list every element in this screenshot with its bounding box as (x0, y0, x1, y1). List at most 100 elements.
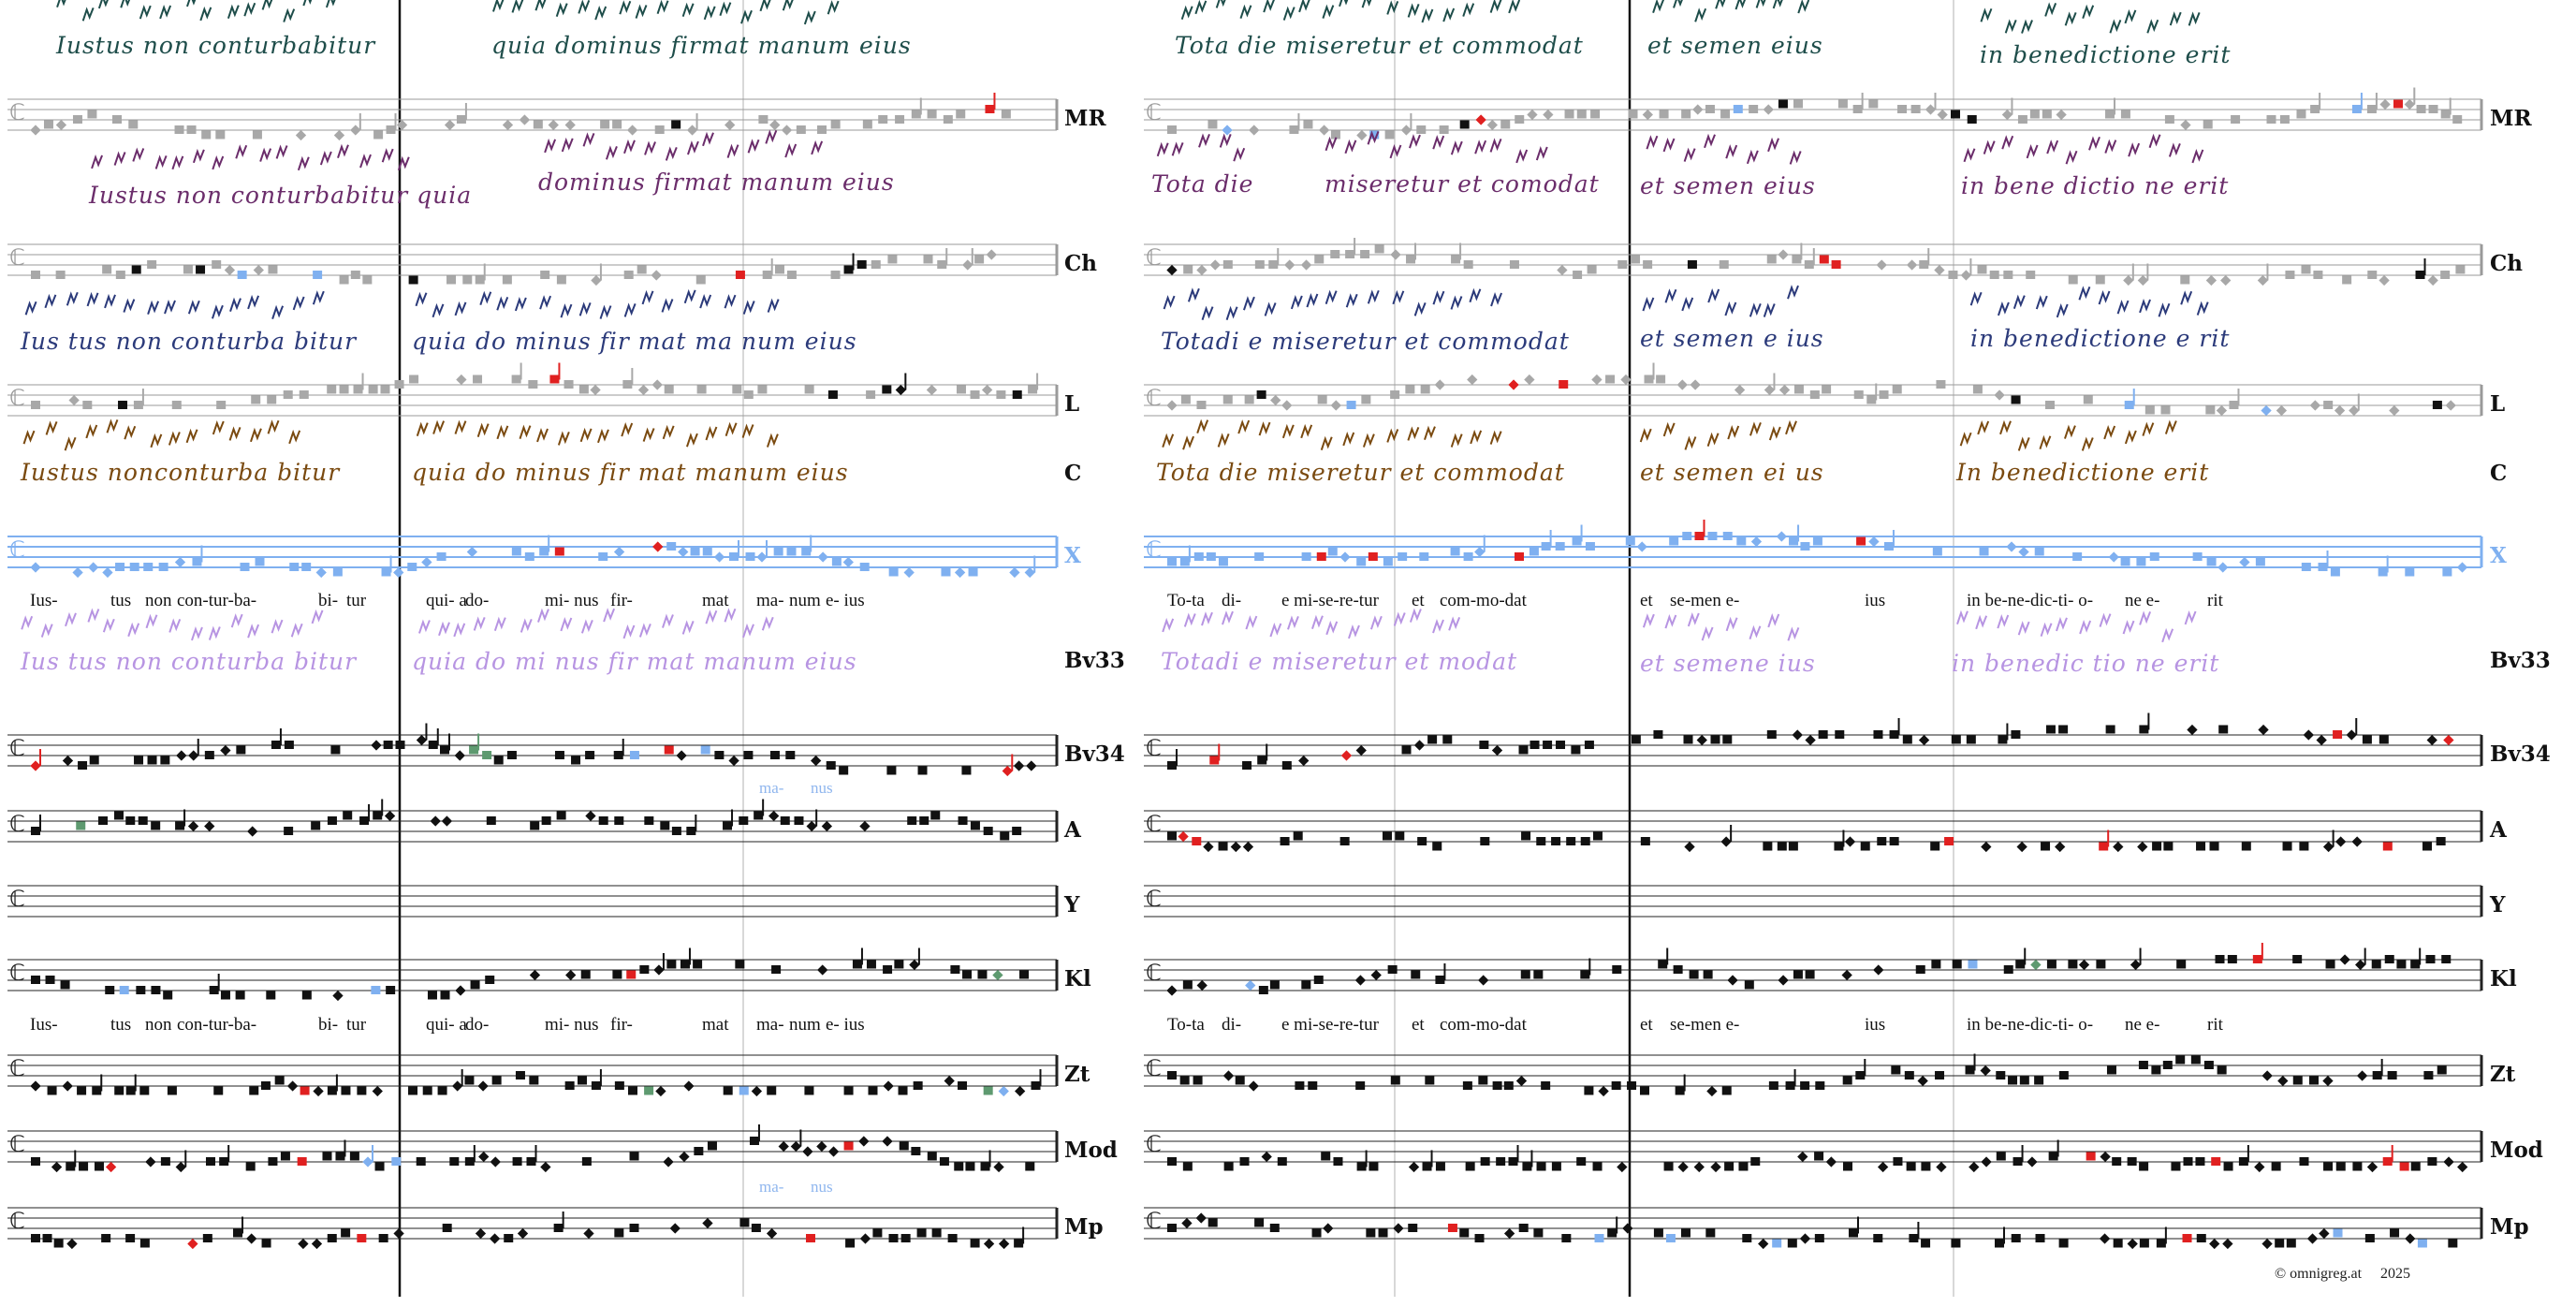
neume-punctum (2367, 271, 2378, 279)
adiastematic-neume (1225, 305, 1238, 321)
neume-punctum (868, 1086, 878, 1095)
neume-diamond (2100, 1151, 2111, 1163)
neume-diamond (88, 562, 99, 573)
neume-punctum (1681, 110, 1691, 119)
neume-punctum (2437, 1065, 2447, 1075)
neume-punctum (2390, 1228, 2400, 1238)
neume-punctum (1804, 260, 1814, 269)
neume-diamond (637, 384, 650, 396)
adiastematic-neume (699, 294, 712, 309)
adiastematic-neume (2124, 8, 2137, 24)
neume-diamond (1934, 264, 1945, 276)
neume-punctum (1395, 831, 1405, 841)
neume-diamond (2405, 1233, 2416, 1244)
neume-diamond (821, 820, 833, 832)
neume-diamond (313, 1085, 324, 1097)
adiastematic-neume (599, 304, 612, 319)
neume-punctum (739, 1218, 750, 1227)
neume-punctum (2405, 567, 2415, 577)
neume-punctum (866, 390, 876, 399)
neume-punctum (1585, 542, 1595, 551)
neume-punctum (900, 1234, 911, 1242)
adiastematic-neume (1997, 301, 2010, 316)
neume-punctum (1909, 1234, 1919, 1242)
neume-punctum (2113, 1239, 2123, 1248)
neume-punctum (1639, 1086, 1649, 1095)
adiastematic-neume (127, 622, 140, 638)
lyric-syllable: do- (465, 1015, 490, 1035)
neume-punctum (1921, 1239, 1931, 1248)
neume-punctum (511, 374, 521, 384)
neume-diamond (944, 1075, 955, 1087)
neume-punctum (961, 766, 972, 775)
neume-diamond (350, 125, 361, 136)
neume-diamond (983, 1238, 995, 1250)
lyric-syllable: ma- (756, 1015, 784, 1035)
neume-diamond (105, 1161, 117, 1173)
neume-punctum (751, 1224, 761, 1232)
clef-icon: ℂ (1146, 536, 1162, 563)
neume-punctum (1607, 1228, 1617, 1238)
adiastematic-neume (1450, 295, 1463, 310)
lyric-syllable: To-ta (1167, 591, 1205, 610)
neume-punctum (2003, 965, 2013, 974)
adiastematic-neume (1393, 611, 1406, 626)
neume-punctum (1736, 536, 1747, 546)
neume-punctum (1733, 105, 1743, 113)
adiastematic-neume (139, 5, 152, 20)
neume-diamond (1690, 379, 1701, 390)
adiastematic-neume (212, 419, 225, 435)
neume-punctum (1710, 735, 1720, 744)
neume-punctum (950, 965, 960, 974)
neume-punctum (1369, 130, 1380, 140)
neume-punctum (898, 1086, 908, 1095)
lyric-syllable: ius (1865, 591, 1886, 610)
adiastematic-neume (1683, 147, 1696, 162)
neume-punctum (327, 1234, 337, 1242)
neume-diamond (1413, 740, 1426, 751)
neume-punctum (128, 120, 139, 129)
neume-punctum (76, 821, 86, 830)
adiastematic-neume (1322, 4, 1335, 19)
adiastematic-neume (261, 0, 273, 10)
neume-punctum (2296, 110, 2306, 119)
neume-punctum (533, 120, 543, 129)
neume-punctum (2176, 960, 2187, 969)
neume-punctum (2292, 955, 2303, 963)
lyric-syllable: tus (110, 1015, 132, 1035)
lyric-syllable: di- (1222, 591, 1242, 610)
adiastematic-neume (578, 0, 591, 14)
adiastematic-neume (2098, 290, 2111, 305)
neume-punctum (1793, 970, 1803, 979)
lyric-syllable: fir- (610, 591, 633, 610)
neume-punctum (554, 547, 564, 556)
adiastematic-neume (827, 0, 840, 15)
adiastematic-neume (2122, 620, 2135, 635)
neume-punctum (629, 751, 639, 759)
neume-punctum (671, 120, 681, 129)
neume-diamond (1805, 734, 1816, 746)
lyric-syllable: di- (1222, 1015, 1242, 1035)
neume-punctum (2285, 271, 2295, 279)
neume-diamond (1166, 400, 1178, 411)
neume-punctum (2323, 401, 2334, 409)
adiastematic-neume (2184, 609, 2197, 625)
variant-syllable: ma- (759, 1178, 784, 1196)
neume-punctum (1605, 374, 1616, 384)
neume-punctum (1268, 260, 1279, 269)
neume-punctum (1573, 271, 1583, 279)
row-label-L: L (1064, 391, 1080, 417)
adiastematic-neume (557, 431, 570, 446)
neume-diamond (2187, 724, 2198, 736)
adiastematic-neume (1287, 615, 1299, 630)
neume-diamond (68, 394, 80, 406)
neume-punctum (1356, 557, 1367, 566)
neume-punctum (1427, 735, 1438, 744)
neume-punctum (1852, 105, 1863, 113)
adiastematic-neume (271, 619, 284, 634)
neume-diamond (1400, 125, 1412, 136)
neume-diamond (2239, 556, 2250, 568)
neume-punctum (1720, 110, 1731, 119)
neume-diamond (998, 1085, 1009, 1097)
neume-punctum (947, 1234, 958, 1242)
